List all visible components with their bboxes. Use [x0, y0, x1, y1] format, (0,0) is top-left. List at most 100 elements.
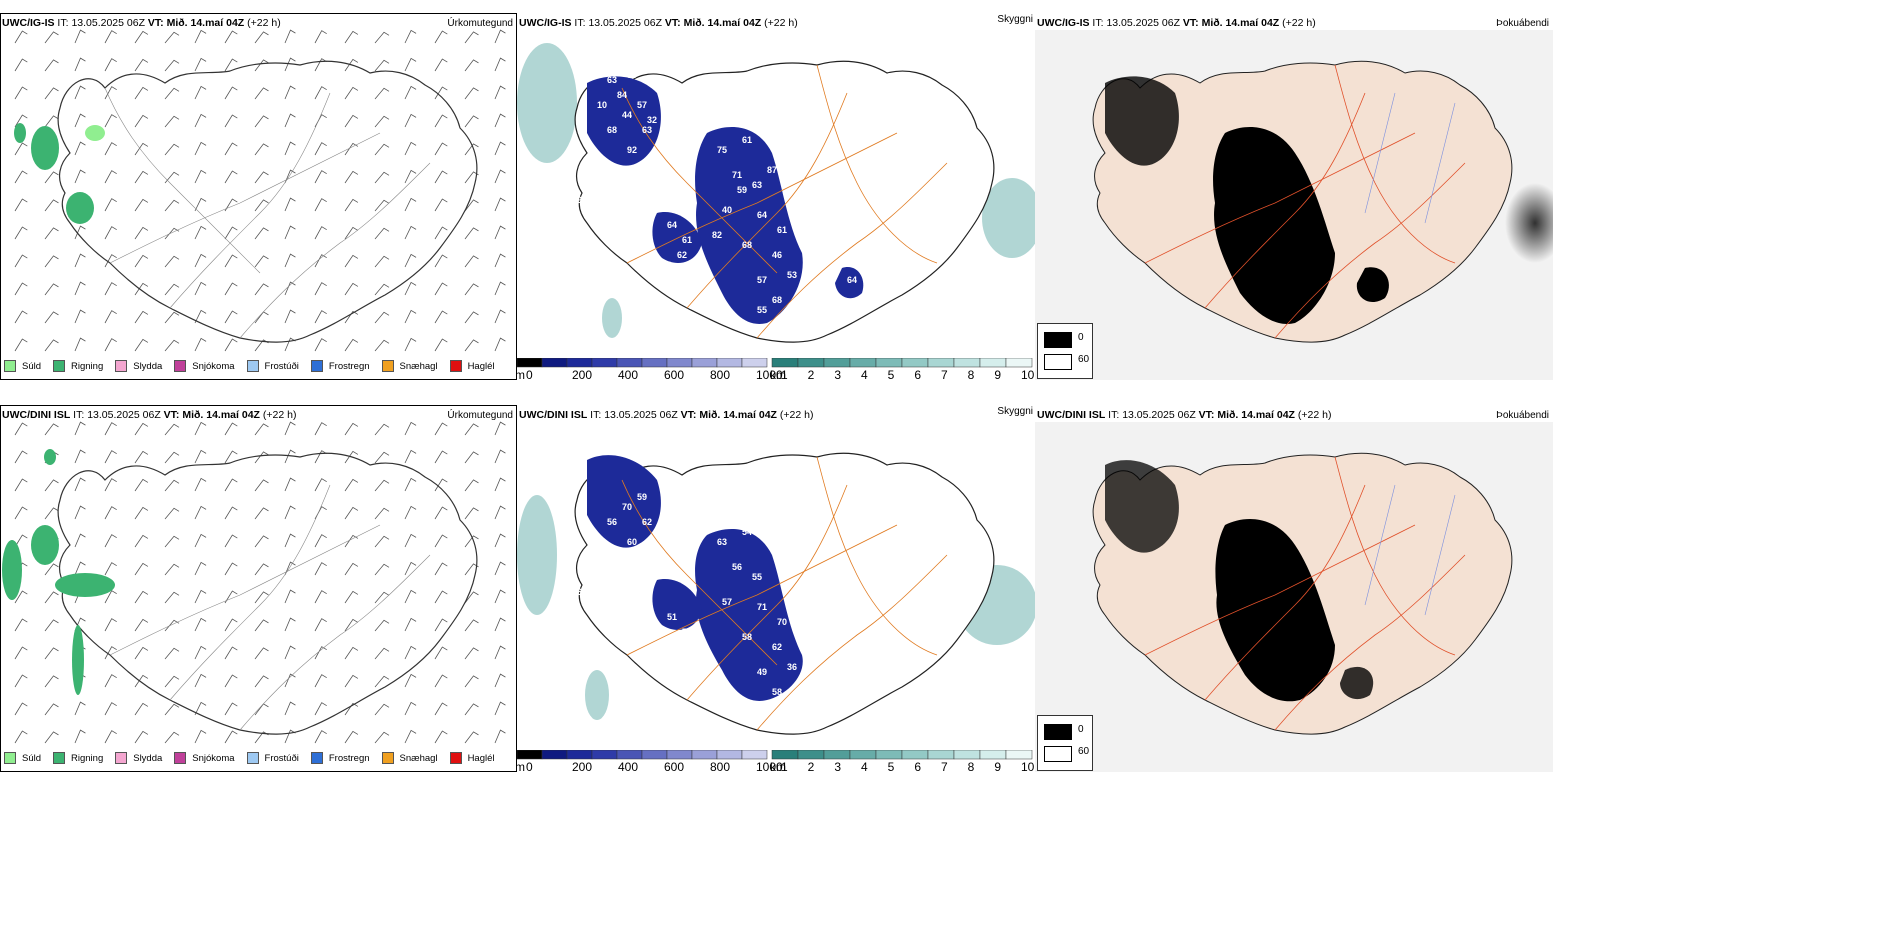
wind-barb [374, 731, 390, 744]
colorbar-swatch [741, 750, 768, 760]
legend-label: Slydda [133, 360, 163, 372]
legend-swatch [115, 752, 128, 764]
wind-barb [494, 337, 506, 352]
rivers [1364, 484, 1456, 616]
wind-barb [464, 199, 479, 212]
road-network [621, 456, 948, 731]
wind-barb [434, 282, 448, 296]
cloud-base-value: 56 [607, 517, 617, 527]
wind-barb [44, 311, 59, 324]
cloud-base-value: 10 [597, 100, 607, 110]
cloud-numbers-bottom: 70 59 56 62 60 63 54 56 55 57 71 70 58 62 36 49 58 51 77 87… [577, 492, 857, 697]
wind-barb [374, 115, 390, 128]
wind-barb [134, 198, 149, 212]
wind-barb [164, 563, 180, 576]
wind-barb [494, 113, 506, 128]
wind-barb [314, 450, 327, 464]
colorbar-tick: 800 [710, 760, 731, 772]
wind-barb [14, 702, 28, 716]
wind-barb [254, 59, 269, 72]
wind-barb [344, 142, 359, 156]
wind-barb [284, 561, 296, 576]
wind-barb [194, 729, 207, 744]
colorbar-swatch [591, 358, 618, 368]
colorbar-swatch [541, 358, 568, 368]
wind-barbs [14, 29, 506, 352]
wind-barb [74, 57, 86, 72]
road-network [621, 64, 948, 339]
wind-barb [284, 225, 296, 240]
wind-barb [344, 674, 359, 688]
wind-barb [14, 142, 28, 156]
fog-panel-bottom: UWC/DINI ISL IT: 13.05.2025 06Z VT: Mið.… [1035, 405, 1553, 772]
cloud-base-value: 87 [767, 165, 777, 175]
wind-barb [494, 729, 506, 744]
wind-barb [494, 533, 506, 548]
wind-barb [134, 674, 149, 688]
wind-barb [464, 339, 479, 352]
colorbar-swatch [566, 750, 593, 760]
wind-barb [464, 255, 479, 268]
wind-barb [404, 337, 417, 352]
wind-barb [14, 534, 28, 548]
wind-barb [404, 561, 417, 576]
colorbar-swatch [979, 750, 1007, 760]
legend-label: Súld [22, 360, 42, 372]
wind-barb [404, 309, 417, 324]
wind-barb [374, 619, 390, 632]
cloud-base-value: 56 [732, 562, 742, 572]
wind-barb [314, 338, 327, 352]
wind-barb [434, 618, 448, 632]
wind-barb [464, 87, 479, 100]
wind-barb [314, 422, 327, 436]
panel-header: UWC/IG-IS IT: 13.05.2025 06Z VT: Mið. 14… [519, 17, 798, 29]
wind-barb [464, 59, 479, 72]
wind-barb [164, 675, 180, 688]
wind-barb [494, 589, 506, 604]
fog-legend-max: 60 [1078, 746, 1090, 757]
wind-barb [14, 58, 28, 72]
cloud-base-value: 60 [627, 537, 637, 547]
wind-barb [134, 142, 149, 156]
colorbar-tick: 1 [781, 760, 788, 772]
wind-barb [194, 505, 207, 520]
wind-barb [494, 449, 506, 464]
colorbar-tick: 1 [781, 368, 788, 380]
wind-barb [284, 169, 296, 184]
cloud-base-value: 64 [757, 210, 767, 220]
colorbar-swatches [517, 358, 1033, 368]
wind-barb [224, 674, 238, 688]
wind-barb [344, 534, 359, 548]
legend-item-haglél: Haglél [449, 360, 495, 372]
precip-type-panel-bottom: UWC/DINI ISL IT: 13.05.2025 06Z VT: Mið.… [0, 405, 517, 772]
cloud-base-value: 58 [772, 687, 782, 697]
wind-barb [494, 169, 506, 184]
wind-barbs [14, 421, 506, 744]
precip-type-panel-top: UWC/IG-IS IT: 13.05.2025 06Z VT: Mið. 14… [0, 13, 517, 380]
colorbar-tick: 5 [887, 760, 895, 772]
wind-barb [44, 59, 59, 72]
colorbar-swatch [566, 358, 593, 368]
wind-barb [254, 507, 269, 520]
wind-barb [434, 702, 448, 716]
fog-map [1035, 422, 1553, 772]
wind-barb [44, 703, 59, 716]
colorbar-tick: 400 [618, 760, 639, 772]
wind-barb [194, 701, 207, 716]
cloud-base-value: 51 [667, 612, 677, 622]
colorbar-swatch [741, 358, 768, 368]
rivers [1364, 92, 1456, 224]
wind-barb [74, 253, 86, 268]
wind-barb [134, 646, 149, 660]
wind-barb [314, 142, 327, 156]
wind-barb [44, 479, 59, 492]
cloudbase-map: 63 50 10 44 57 68 63 92 75 61 71 63 40 64 61 68 46 53 57 68… [517, 43, 1035, 343]
wind-barb [494, 505, 506, 520]
wind-barb [44, 199, 59, 212]
wind-barb [284, 617, 296, 632]
wind-barb [224, 618, 238, 632]
legend-item-rigning: Rigning [53, 752, 103, 764]
wind-barb [44, 227, 59, 240]
wind-barb [464, 115, 479, 128]
wind-barb [314, 310, 327, 324]
